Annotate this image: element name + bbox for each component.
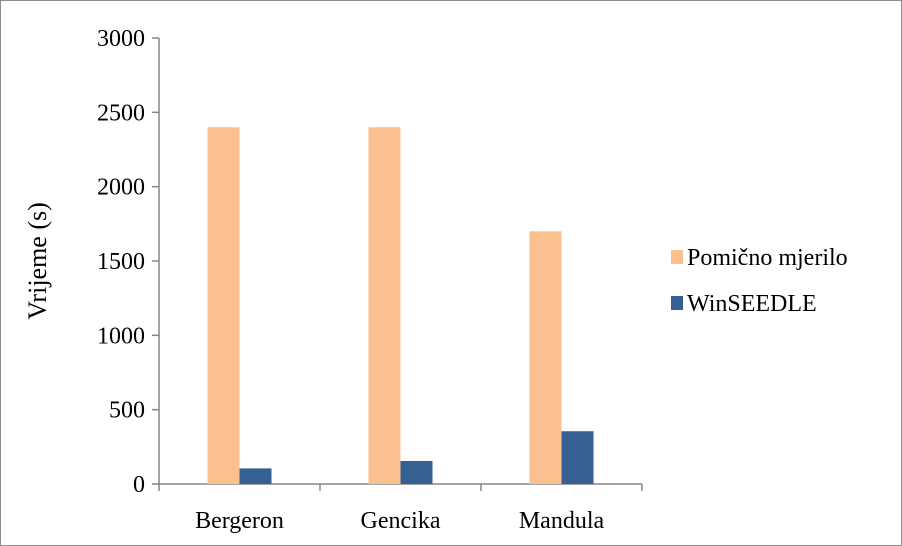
- y-tick-label: 1000: [97, 323, 145, 349]
- y-axis-title: Vrijeme (s): [23, 202, 52, 320]
- bar-series-2: [400, 460, 433, 484]
- legend-swatch: [671, 250, 683, 264]
- x-axis: Bergeron Gencika Mandula: [158, 483, 643, 534]
- y-axis: 0 500 1000 1500 2000 2500 3000: [97, 26, 160, 498]
- bars: [207, 127, 594, 484]
- y-tick-label: 0: [133, 472, 145, 498]
- legend: Pomično mjerilo WinSEEDLE: [671, 245, 848, 317]
- bar-series-1: [368, 127, 401, 484]
- y-tick-label: 2500: [97, 100, 145, 126]
- bar-series-1: [529, 231, 562, 484]
- x-tick-label: Bergeron: [195, 508, 284, 534]
- bar-series-2: [239, 468, 272, 484]
- bar-series-1: [207, 127, 240, 484]
- x-tick-label: Gencika: [361, 508, 441, 534]
- legend-swatch: [671, 296, 683, 310]
- x-tick-label: Mandula: [519, 508, 605, 534]
- y-tick-label: 500: [109, 398, 145, 424]
- y-ticks: 0 500 1000 1500 2000 2500 3000: [97, 26, 159, 498]
- y-tick-label: 2000: [97, 175, 145, 201]
- x-ticks: Bergeron Gencika Mandula: [158, 484, 643, 534]
- bar-series-2: [561, 431, 594, 484]
- y-tick-label: 1500: [97, 249, 145, 275]
- legend-label: WinSEEDLE: [687, 291, 817, 317]
- y-tick-label: 3000: [97, 26, 145, 52]
- legend-label: Pomično mjerilo: [687, 245, 848, 271]
